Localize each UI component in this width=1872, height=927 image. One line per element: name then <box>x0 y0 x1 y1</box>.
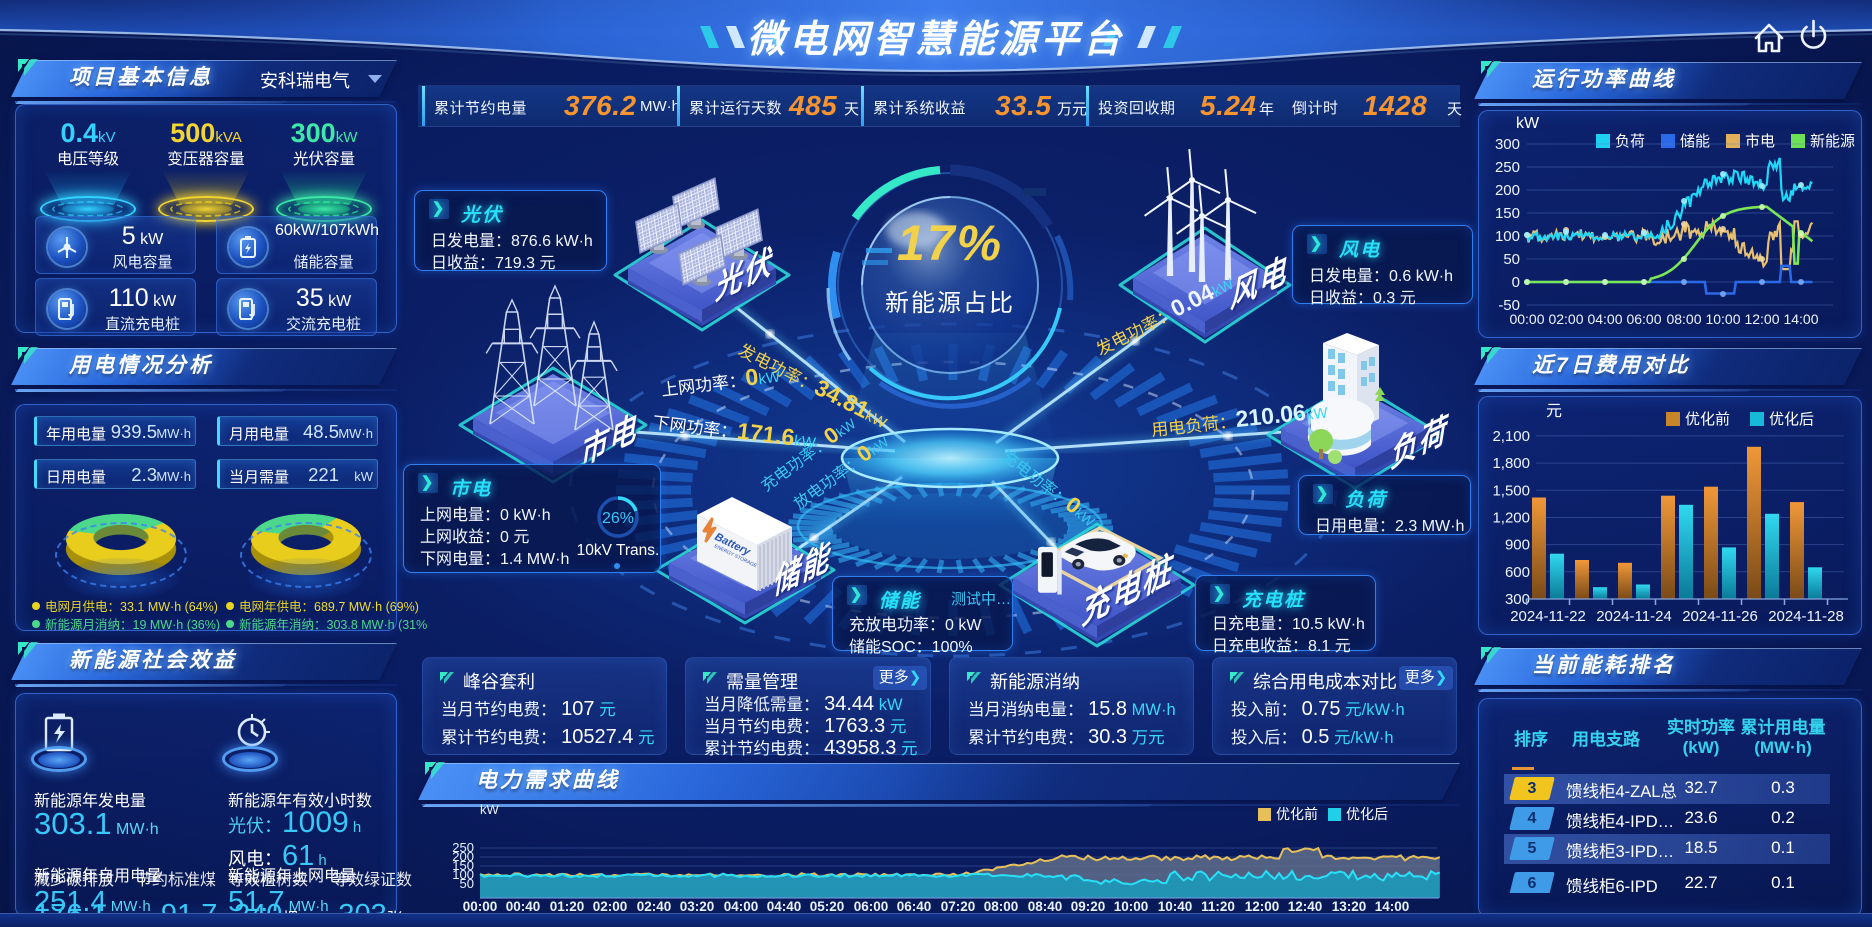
svg-text:00:00: 00:00 <box>463 899 498 914</box>
svg-text:kW: kW <box>480 802 500 817</box>
svg-text:优化前: 优化前 <box>1276 806 1318 822</box>
svg-text:09:20: 09:20 <box>1071 899 1106 914</box>
svg-text:50: 50 <box>460 876 474 891</box>
svg-text:1,500: 1,500 <box>1492 482 1530 499</box>
svg-text:04:00: 04:00 <box>1587 311 1622 327</box>
svg-text:优化前: 优化前 <box>1685 411 1730 428</box>
svg-text:04:00: 04:00 <box>724 899 759 914</box>
svg-text:kW: kW <box>1516 115 1540 132</box>
svg-text:03:20: 03:20 <box>680 899 715 914</box>
svg-text:2024-11-26: 2024-11-26 <box>1682 608 1758 625</box>
svg-text:50: 50 <box>1503 251 1520 268</box>
svg-text:2024-11-28: 2024-11-28 <box>1768 608 1844 625</box>
svg-text:02:00: 02:00 <box>1548 311 1583 327</box>
svg-text:04:40: 04:40 <box>767 899 802 914</box>
svg-text:优化后: 优化后 <box>1346 806 1388 822</box>
svg-text:11:20: 11:20 <box>1201 899 1235 914</box>
svg-text:00:00: 00:00 <box>1509 311 1544 327</box>
svg-text:10kV Trans.: 10kV Trans. <box>577 542 660 559</box>
svg-text:10:00: 10:00 <box>1114 899 1149 914</box>
svg-text:06:40: 06:40 <box>897 899 932 914</box>
svg-text:0: 0 <box>1512 274 1520 291</box>
svg-text:2024-11-24: 2024-11-24 <box>1596 608 1672 625</box>
svg-text:900: 900 <box>1505 537 1530 554</box>
svg-text:13:20: 13:20 <box>1332 899 1367 914</box>
svg-text:12:00: 12:00 <box>1744 311 1779 327</box>
svg-text:08:00: 08:00 <box>984 899 1019 914</box>
svg-text:06:00: 06:00 <box>1626 311 1661 327</box>
svg-text:-50: -50 <box>1498 297 1520 314</box>
svg-text:10:00: 10:00 <box>1705 311 1740 327</box>
svg-text:600: 600 <box>1505 564 1530 581</box>
svg-text:1,200: 1,200 <box>1492 510 1530 527</box>
svg-text:150: 150 <box>452 858 474 873</box>
svg-text:微电网智慧能源平台: 微电网智慧能源平台 <box>747 19 1125 61</box>
svg-text:08:00: 08:00 <box>1666 311 1701 327</box>
svg-text:02:40: 02:40 <box>637 899 672 914</box>
svg-text:26%: 26% <box>602 510 634 527</box>
svg-text:14:00: 14:00 <box>1783 311 1818 327</box>
svg-text:300: 300 <box>1495 136 1520 153</box>
svg-text:新能源: 新能源 <box>1810 133 1855 150</box>
svg-text:10:40: 10:40 <box>1158 899 1193 914</box>
svg-text:2024-11-22: 2024-11-22 <box>1510 608 1586 625</box>
svg-text:储能: 储能 <box>1680 133 1710 150</box>
svg-text:12:40: 12:40 <box>1288 899 1323 914</box>
svg-text:100: 100 <box>452 867 474 882</box>
svg-text:07:20: 07:20 <box>941 899 976 914</box>
svg-text:01:20: 01:20 <box>550 899 585 914</box>
svg-text:250: 250 <box>452 840 474 855</box>
svg-text:150: 150 <box>1495 205 1520 222</box>
svg-text:17%: 17% <box>897 215 1003 271</box>
svg-text:新能源占比: 新能源占比 <box>885 290 1015 317</box>
svg-text:300: 300 <box>1505 591 1530 608</box>
svg-text:市电: 市电 <box>1745 133 1775 150</box>
svg-text:06:00: 06:00 <box>854 899 889 914</box>
svg-text:14:00: 14:00 <box>1375 899 1410 914</box>
svg-text:200: 200 <box>452 849 474 864</box>
svg-text:05:20: 05:20 <box>810 899 845 914</box>
svg-text:元: 元 <box>1546 403 1562 420</box>
svg-text:负荷: 负荷 <box>1615 133 1645 150</box>
svg-text:02:00: 02:00 <box>593 899 628 914</box>
svg-text:00:40: 00:40 <box>506 899 541 914</box>
svg-text:1,800: 1,800 <box>1492 455 1530 472</box>
svg-text:2,100: 2,100 <box>1492 428 1530 445</box>
svg-text:08:40: 08:40 <box>1028 899 1063 914</box>
svg-text:100: 100 <box>1495 228 1520 245</box>
svg-text:200: 200 <box>1495 182 1520 199</box>
svg-text:12:00: 12:00 <box>1245 899 1280 914</box>
svg-text:250: 250 <box>1495 159 1520 176</box>
svg-text:优化后: 优化后 <box>1769 411 1814 428</box>
